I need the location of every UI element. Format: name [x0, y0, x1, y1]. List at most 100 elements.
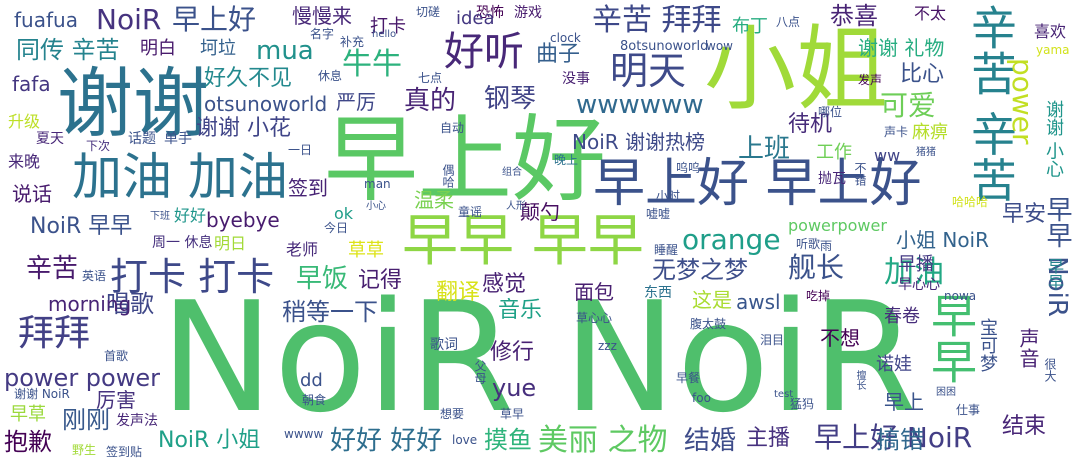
word-shuohua: 说话: [12, 182, 52, 206]
word-gongzuo: 工作: [816, 142, 852, 163]
word-ww: ww: [874, 146, 901, 165]
word-xinku: 辛苦: [26, 254, 79, 284]
word-gaocuo: 搞错: [876, 426, 924, 454]
word-tongyao: 童谣: [458, 205, 483, 219]
word-gangqin: 钢琴: [484, 84, 537, 114]
word-wow: wow: [706, 39, 733, 53]
word-henda: 很大: [1043, 358, 1057, 382]
word-zhende: 真的: [404, 86, 457, 116]
word-chidiao: 吃掉: [806, 289, 831, 303]
word-shigoto: 仕事: [956, 403, 981, 417]
word-zaoshanghao-large: 早上好: [324, 106, 607, 215]
word-qiecuo: 切磋: [416, 5, 441, 19]
word-laiwan: 来晚: [8, 152, 41, 171]
word-haoting: 好听: [444, 29, 524, 75]
word-noir-xiaojie: NoiR 小姐: [158, 428, 261, 453]
word-zaobo: 早播: [898, 254, 934, 275]
word-shengji: 升级: [8, 112, 41, 131]
word-quzi: 曲子: [536, 42, 581, 67]
word-daka: 打卡: [370, 16, 406, 37]
word-zuhe: 组合: [502, 167, 522, 178]
word-haojiubujian: 好久不见: [204, 66, 293, 91]
word-daiji: 待机: [788, 112, 833, 137]
word-fasheng: 发声: [858, 73, 883, 87]
word-shuixing: 睡醒: [654, 243, 679, 257]
word-fumu: 父母: [473, 360, 487, 384]
word-byebye: byebye: [206, 208, 280, 232]
word-mingbai: 明白: [140, 38, 176, 59]
word-xiaojie-noir: 小姐 NoiR: [896, 228, 990, 252]
word-mianbao: 面包: [574, 280, 614, 304]
word-tingge: 听歌: [796, 237, 821, 251]
word-idea: idea: [456, 8, 495, 29]
word-morning: morning: [48, 292, 132, 316]
word-moyu: 摸鱼: [484, 426, 532, 454]
word-chunjuan: 春卷: [884, 306, 920, 327]
word-buchong: 补充: [340, 35, 365, 49]
word-dongxi: 东西: [644, 285, 672, 301]
word-shanchang: 擅长: [854, 370, 865, 390]
word-huati: 话题: [128, 131, 156, 147]
word-zaozao-noir-vertical: 早早 NoiR: [1042, 196, 1072, 317]
word-renxing: 人形: [506, 201, 526, 212]
word-niuniu: 牛牛: [342, 47, 402, 82]
word-yiri: 一日: [288, 143, 313, 157]
word-powerpower: powerpower: [788, 216, 887, 235]
word-manmanlai: 慢慢来: [292, 4, 352, 28]
word-xinku-baibai: 辛苦 拜拜: [592, 3, 722, 38]
word-dianshao: 颠勺: [520, 200, 560, 224]
word-zaoshang: 早上: [884, 390, 924, 414]
word-nowa: nowa: [944, 289, 977, 303]
word-xuxu: 嘘嘘: [646, 207, 671, 221]
word-kunkun: 困困: [936, 387, 956, 398]
word-mingtian: 明天: [610, 49, 687, 93]
word-shengka: 声卡: [884, 125, 909, 139]
word-zaoxinxin: 早心心: [898, 277, 940, 293]
word-caoxinxin: 草心心: [576, 311, 613, 325]
word-wuwu: 呜呜: [676, 161, 701, 175]
word-awsl: awsl: [736, 290, 781, 314]
word-xiexie-xiaohua: 谢谢 小花: [196, 116, 291, 141]
word-chaoshi: 朝食: [302, 393, 327, 407]
word-zaocan: 早餐: [676, 371, 701, 385]
word-noir-noir: NoiR NoiR: [160, 269, 918, 446]
word-ganggang: 刚刚: [62, 406, 110, 434]
word-shangban: 上班: [738, 134, 791, 164]
word-xiexie-liwu: 谢谢 礼物: [858, 36, 945, 60]
word-zaoshanghao-pair: 早上好 早上好: [593, 154, 922, 214]
word-mingri: 明日: [214, 234, 247, 253]
word-shouge: 首歌: [104, 349, 129, 363]
word-dd: dd: [300, 370, 323, 391]
word-jiehun: 结婚: [684, 426, 737, 456]
word-xiaoshi: 小时: [656, 189, 681, 203]
word-xiexie: 谢谢: [57, 59, 209, 148]
word-noir-zaozao: NoiR 早早: [30, 214, 133, 239]
word-laoshi: 老师: [286, 240, 319, 259]
word-baokemeng: 宝可梦: [977, 318, 998, 372]
word-daka-pair: 打卡 打卡: [110, 255, 275, 299]
word-zheshi: 这是: [692, 288, 732, 312]
word-zhubo: 主播: [746, 426, 791, 451]
word-power-vertical: power: [1006, 58, 1039, 145]
word-zaozao-vertical: 早早: [924, 292, 978, 384]
word-xiaojie: 小姐: [704, 16, 889, 123]
word-keai: 可爱: [880, 89, 937, 122]
word-shaodengyixia: 稍等一下: [282, 298, 378, 326]
word-buxiang: 不想: [820, 326, 860, 350]
word-geci: 歌词: [430, 337, 458, 353]
word-zhouyi-xiuxi: 周一 休息: [152, 235, 213, 251]
word-8otsunoworld: 8otsunoworld: [620, 39, 709, 54]
word-xiaoxin: 小心: [366, 201, 386, 212]
word-jianzhang: 舰长: [788, 251, 845, 284]
word-xiuxi: 休息: [318, 69, 343, 83]
word-youxi: 游戏: [514, 5, 542, 21]
word-wumengzhimeng: 无梦之梦: [652, 256, 748, 284]
word-ok: ok: [334, 204, 354, 223]
word-paowa: 抛瓦: [818, 171, 846, 187]
word-ouha: 偶哈: [441, 164, 455, 188]
word-xihuan: 喜欢: [1034, 22, 1067, 41]
word-xiaban: 下班: [150, 211, 170, 222]
word-baibai: 拜拜: [18, 313, 91, 354]
word-baoqian: 抱歉: [4, 428, 52, 456]
